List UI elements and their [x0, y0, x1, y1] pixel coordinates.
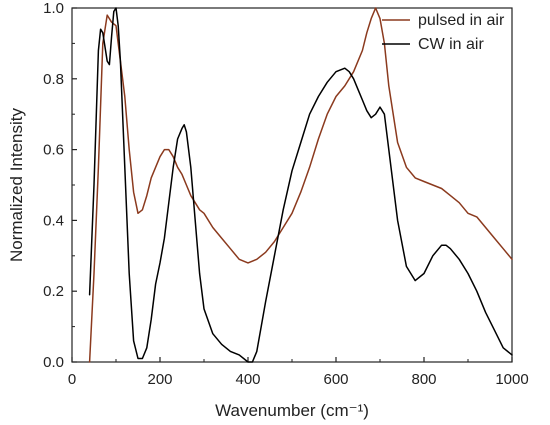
axes: 0 200 400 600 800 1000 0.0 0.2 0.4 0.6 0.8 1.0 [43, 0, 529, 388]
y-tick-label: 0.6 [43, 142, 64, 159]
x-tick-label: 0 [68, 371, 76, 388]
plot-area [71, 7, 513, 363]
x-axis-label: Wavenumber (cm⁻¹) [215, 401, 369, 420]
y-tick-label: 0.4 [43, 212, 64, 229]
y-axis-label: Normalized Intensity [7, 108, 26, 263]
x-tick-label: 200 [147, 371, 172, 388]
x-tick-label: 800 [411, 371, 436, 388]
legend-entry-pulsed-in-air: pulsed in air [418, 12, 505, 29]
x-tick-label: 600 [323, 371, 348, 388]
y-tick-label: 0.0 [43, 354, 64, 371]
legend: pulsed in air CW in air [382, 12, 505, 53]
plot-frame [71, 7, 513, 363]
x-tick-label: 1000 [495, 371, 528, 388]
series-lines [88, 7, 513, 363]
y-tick-label: 0.8 [43, 71, 64, 88]
y-tick-label: 1.0 [43, 0, 64, 17]
x-tick-label: 400 [235, 371, 260, 388]
legend-entry-cw-in-air: CW in air [418, 36, 484, 53]
y-tick-label: 0.2 [43, 283, 64, 300]
series-line-cw-in-air [88, 7, 513, 363]
series-line-pulsed-in-air [88, 7, 513, 363]
